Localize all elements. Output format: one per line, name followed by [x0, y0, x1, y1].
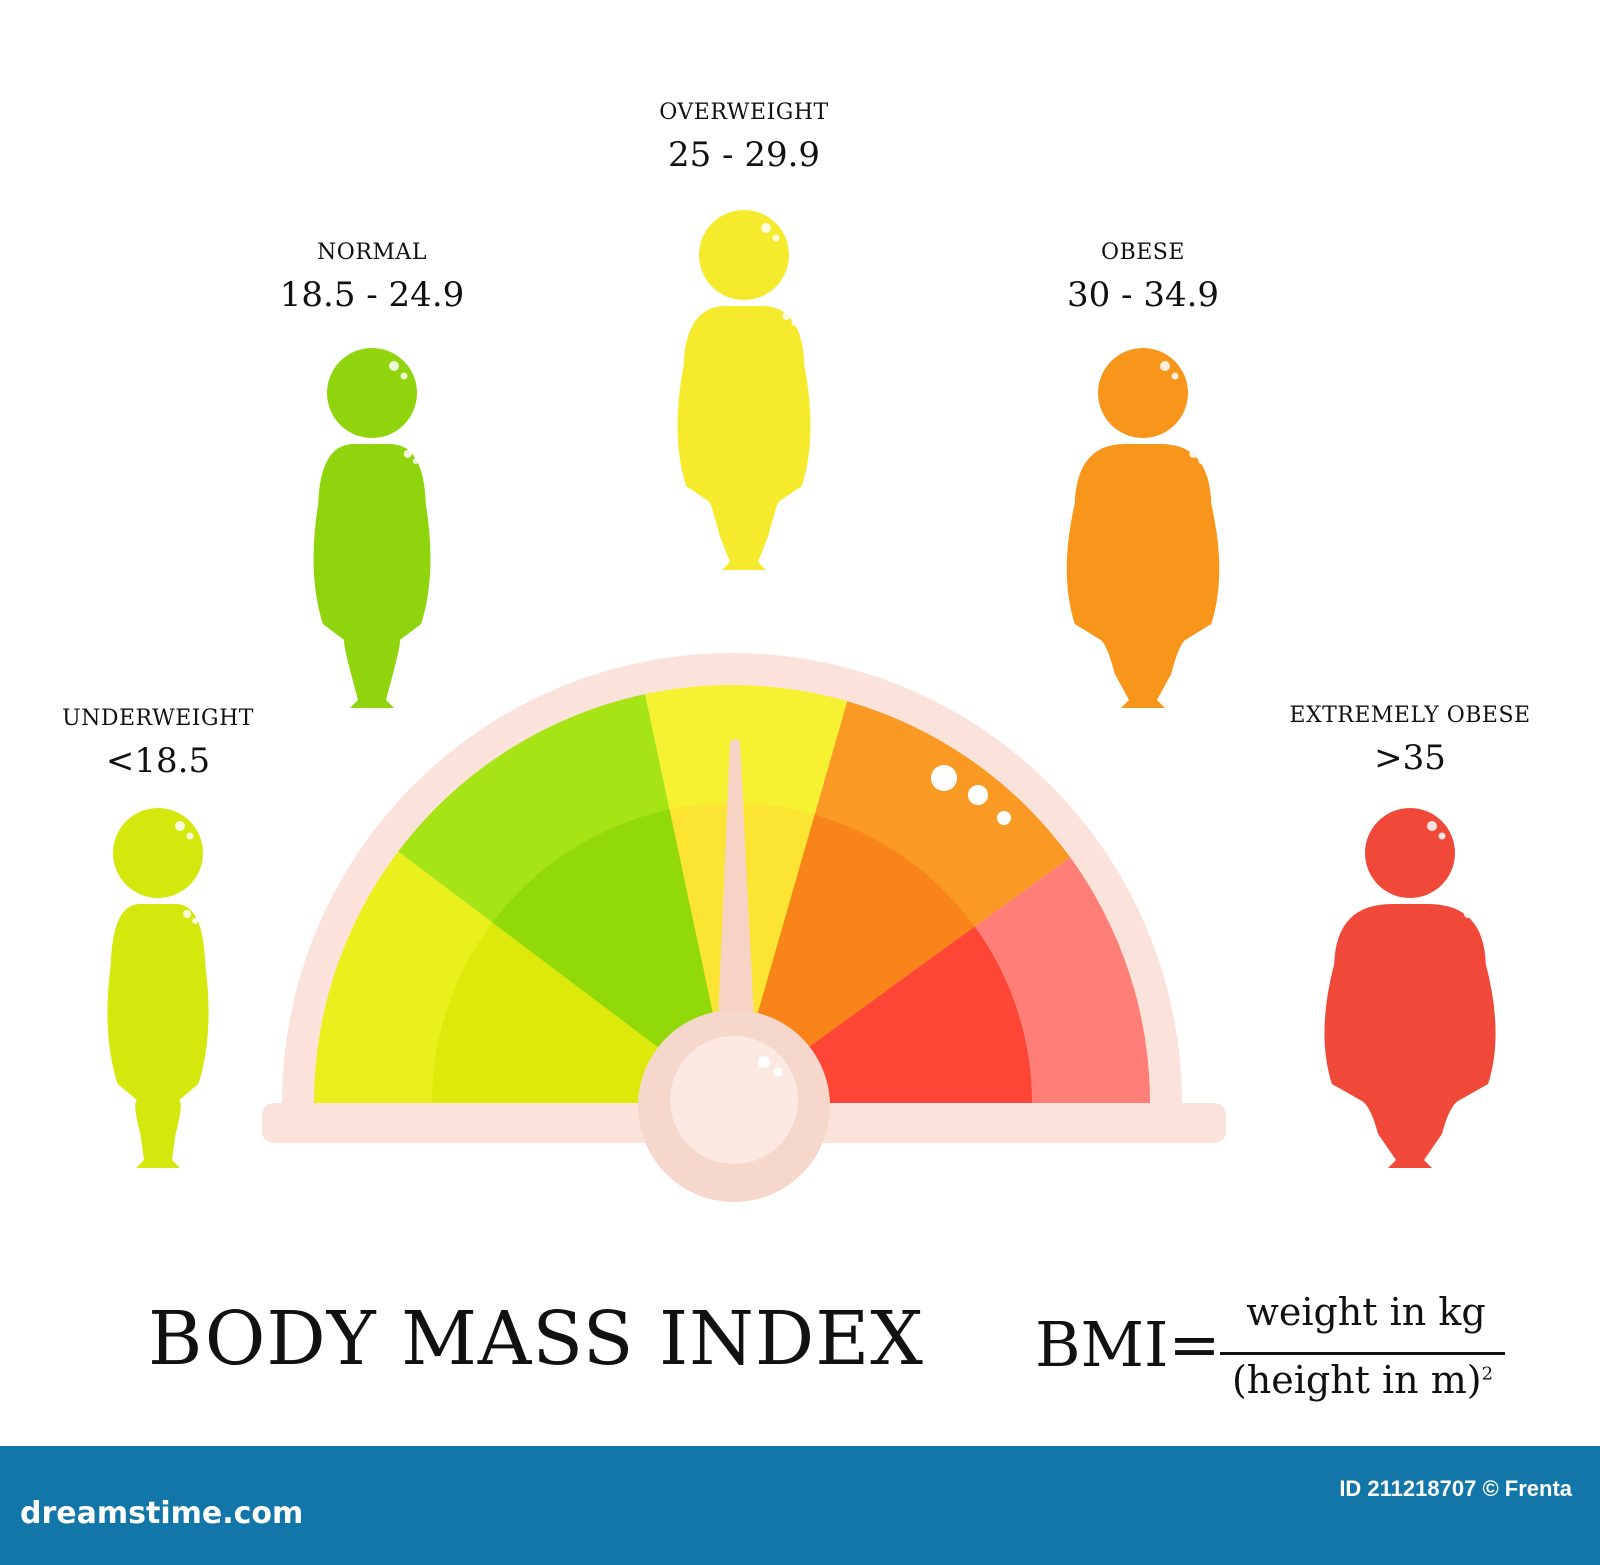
person-head [113, 808, 203, 898]
head-highlight [400, 372, 408, 380]
person-head [699, 210, 789, 300]
person-figure-extremely-obese [1324, 808, 1496, 1168]
label-obese: OBESE 30 - 34.9 [1067, 240, 1219, 315]
head-highlight [186, 832, 194, 840]
category-name-obese: OBESE [1101, 240, 1185, 265]
category-range-overweight: 25 - 29.9 [667, 135, 821, 175]
head-highlight [772, 234, 780, 242]
gauge-needle [718, 739, 754, 1020]
formula-numerator: weight in kg [1246, 1290, 1486, 1334]
body-highlight [791, 320, 798, 326]
gauge-highlight [931, 765, 957, 791]
person-figure-overweight [677, 210, 811, 570]
gauge-hub-inner [670, 1036, 798, 1164]
body-highlight [1463, 910, 1472, 918]
formula-fraction-bar [1220, 1352, 1505, 1355]
head-highlight [175, 821, 185, 831]
person-body [313, 444, 431, 708]
person-figure-normal [313, 348, 431, 708]
category-range-underweight: <18.5 [105, 741, 211, 781]
formula-exponent: 2 [1481, 1363, 1494, 1385]
body-highlight [1472, 918, 1479, 924]
hub-highlight [758, 1056, 770, 1068]
head-highlight [1438, 832, 1446, 840]
label-underweight: UNDERWEIGHT <18.5 [62, 706, 254, 781]
gauge-highlight [968, 785, 988, 805]
head-highlight [1427, 821, 1437, 831]
gauge-highlight [997, 811, 1011, 825]
label-overweight: OVERWEIGHT 25 - 29.9 [659, 100, 828, 175]
head-highlight [1171, 372, 1179, 380]
head-highlight [761, 223, 771, 233]
category-range-extremely-obese: >35 [1374, 738, 1446, 778]
body-highlight [183, 910, 192, 918]
category-name-normal: NORMAL [317, 240, 427, 265]
person-head [327, 348, 417, 438]
head-highlight [389, 361, 399, 371]
body-highlight [1189, 450, 1198, 458]
body-highlight [403, 450, 412, 458]
label-extremely-obese: EXTREMELY OBESE >35 [1289, 703, 1530, 778]
formula-denominator-text: (height in m) [1231, 1358, 1482, 1402]
formula-denominator: (height in m)2 [1220, 1358, 1505, 1402]
person-figure-underweight [107, 808, 209, 1168]
category-range-normal: 18.5 - 24.9 [279, 275, 465, 315]
person-head [1365, 808, 1455, 898]
footer-brand: dreamstime.com [20, 1496, 304, 1531]
person-body [1066, 444, 1220, 708]
person-body [1324, 904, 1496, 1168]
person-body [677, 306, 811, 570]
category-name-underweight: UNDERWEIGHT [62, 706, 254, 731]
head-highlight [1160, 361, 1170, 371]
body-highlight [782, 312, 791, 320]
body-highlight [192, 918, 199, 924]
body-highlight [412, 458, 419, 464]
category-name-overweight: OVERWEIGHT [659, 100, 829, 125]
hub-highlight [773, 1067, 783, 1077]
label-normal: NORMAL 18.5 - 24.9 [280, 240, 465, 315]
category-range-obese: 30 - 34.9 [1066, 275, 1220, 315]
person-head [1098, 348, 1188, 438]
person-body [107, 904, 209, 1168]
footer-image-id: ID 211218707 © Frenta [1339, 1476, 1572, 1501]
footer-bar: dreamstime.com ID 211218707 © Frenta [0, 1446, 1600, 1565]
page-title: BODY MASS INDEX [148, 1296, 924, 1382]
formula-lhs: BMI= [1035, 1308, 1221, 1381]
bmi-gauge [262, 653, 1226, 1202]
gauge-segment-inner-normal [492, 809, 732, 1103]
person-figure-obese [1066, 348, 1220, 708]
body-highlight [1198, 458, 1205, 464]
category-name-extremely-obese: EXTREMELY OBESE [1289, 703, 1531, 728]
